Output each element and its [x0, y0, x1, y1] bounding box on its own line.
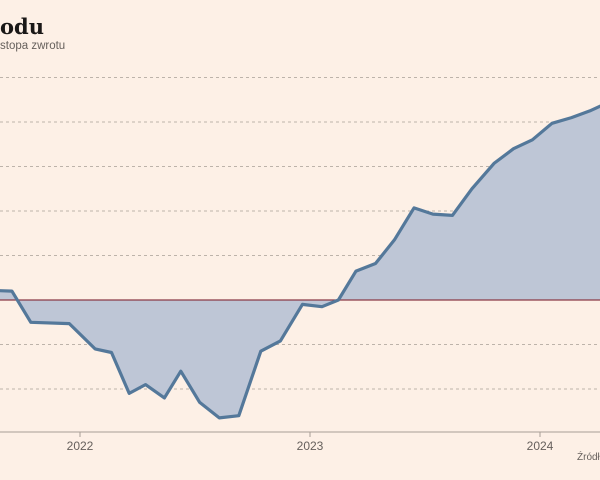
- x-tick-label: 2023: [297, 439, 324, 453]
- series-line: [0, 104, 600, 420]
- x-tick-label: 2024: [527, 439, 554, 453]
- source-note: Źródło: [577, 452, 600, 463]
- x-axis-ticks: 2022 2023 2024: [67, 432, 554, 453]
- x-tick-label: 2022: [67, 439, 94, 453]
- chart-subtitle: stopa zwrotu: [0, 40, 66, 52]
- area-fill: [0, 106, 600, 418]
- chart-title: odu: [0, 14, 44, 39]
